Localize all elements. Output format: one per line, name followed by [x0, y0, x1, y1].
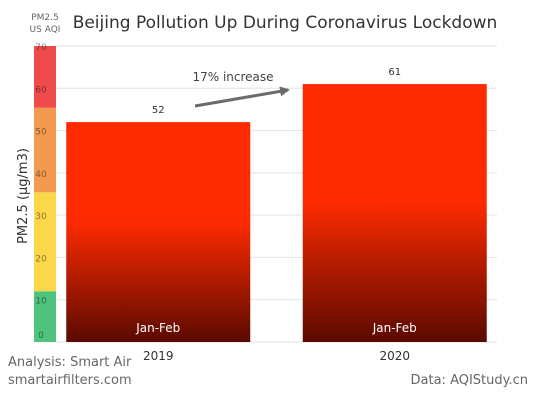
aqi-tick-label: 60 [35, 85, 47, 95]
aqi-tick-label: 20 [35, 254, 47, 264]
increase-annotation: 17% increase [192, 70, 273, 84]
aqi-band-2 [34, 192, 56, 292]
bar-value-label: 52 [152, 105, 165, 116]
website-credit: smartairfilters.com [8, 373, 132, 388]
bar-value-label: 61 [388, 67, 401, 78]
aqi-scale [34, 46, 56, 342]
aqi-scale-ticks: 0 10 20 30 40 50 60 70 [35, 43, 47, 341]
aqi-tick-label: 70 [35, 43, 47, 53]
aqi-scale-title-line1: PM2.5 [31, 13, 59, 23]
aqi-band-1 [34, 291, 56, 342]
x-tick-label: 2019 [143, 349, 174, 363]
data-source: Data: AQIStudy.cn [411, 373, 528, 388]
aqi-band-3 [34, 107, 56, 193]
bars: 52 Jan-Feb 2019 61 Jan-Feb 2020 [66, 67, 487, 363]
bar-inner-label: Jan-Feb [135, 321, 180, 335]
chart-title: Beijing Pollution Up During Coronavirus … [73, 13, 498, 33]
increase-arrow [194, 86, 290, 108]
aqi-band-4 [34, 46, 56, 108]
analysis-credit: Analysis: Smart Air [8, 355, 132, 370]
bar-2020 [302, 84, 487, 343]
aqi-scale-title-line2: US AQI [30, 25, 61, 35]
x-tick-label: 2020 [379, 349, 410, 363]
bar-inner-label: Jan-Feb [372, 321, 417, 335]
aqi-tick-label: 30 [35, 212, 47, 222]
bar-2019 [66, 122, 251, 342]
y-axis-label: PM2.5 (µg/m3) [16, 148, 31, 244]
aqi-tick-label: 0 [38, 331, 44, 341]
aqi-tick-label: 40 [35, 170, 47, 180]
aqi-tick-label: 10 [35, 297, 47, 307]
aqi-tick-label: 50 [35, 128, 47, 138]
